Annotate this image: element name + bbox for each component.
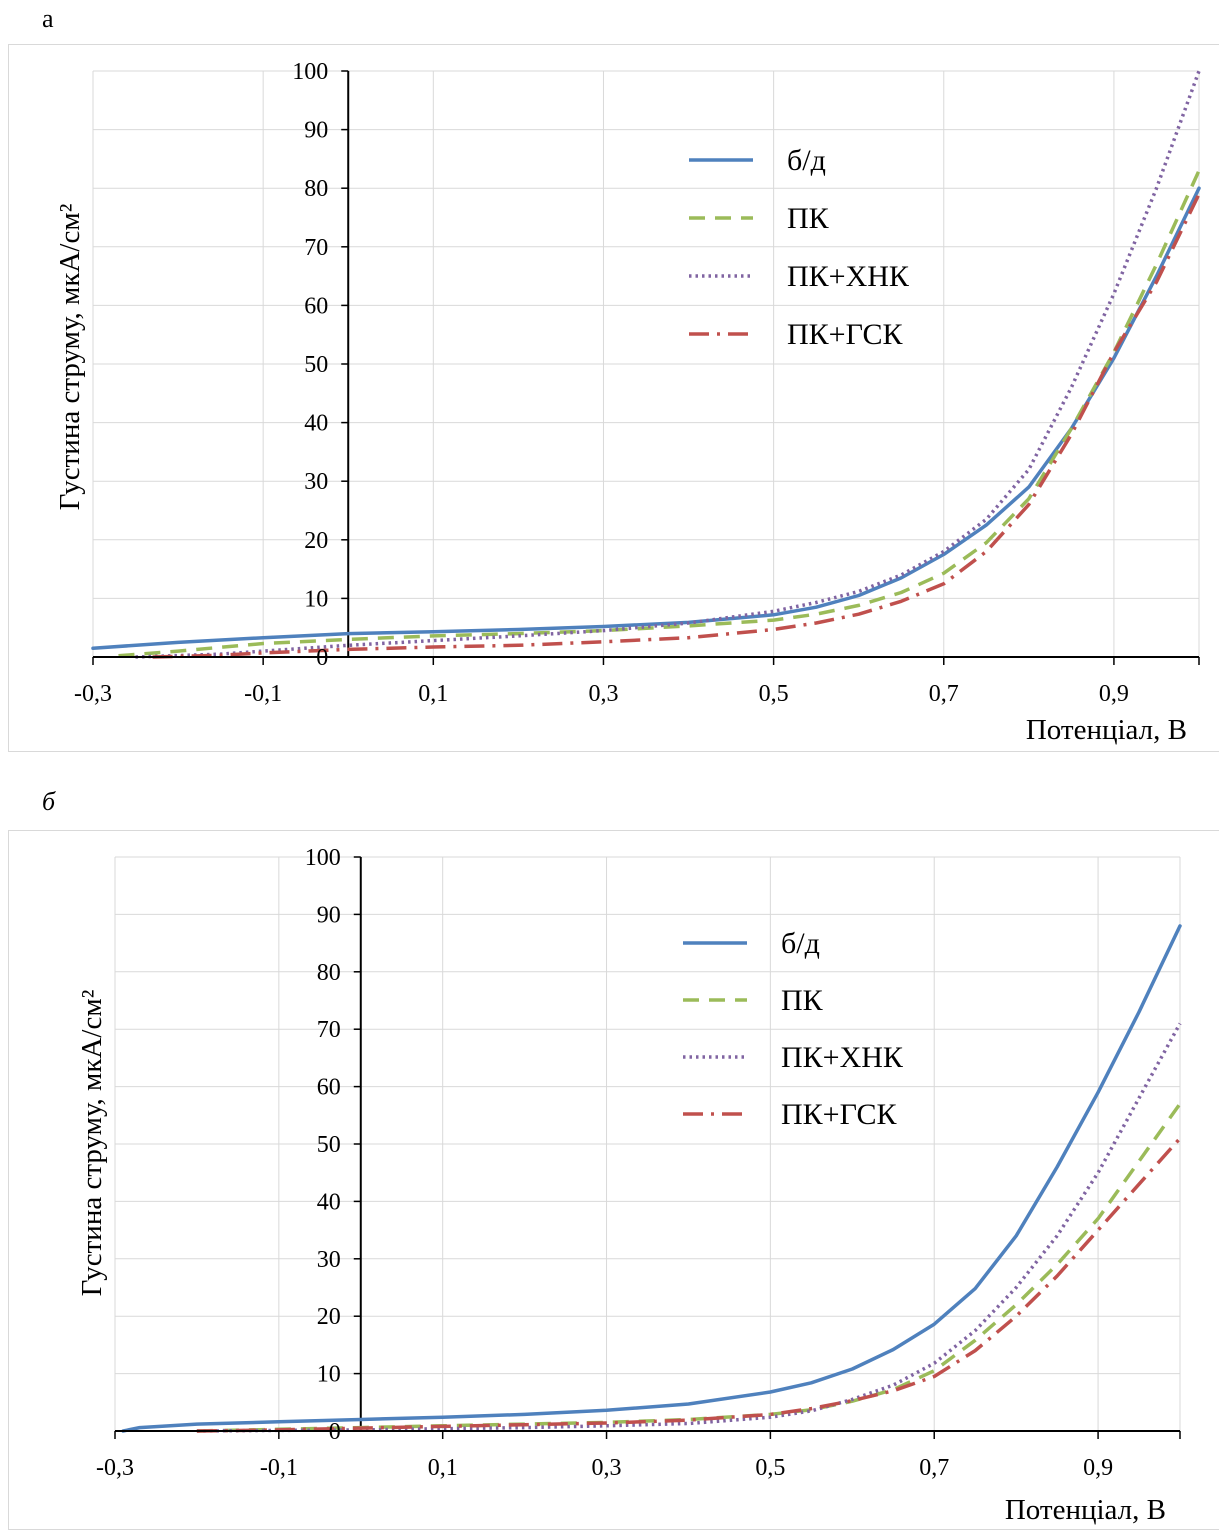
chart-a-legend-label: ПК xyxy=(787,202,830,235)
chart-b-y-tick-label: 70 xyxy=(317,1017,341,1043)
chart-b-y-tick-label: 50 xyxy=(317,1132,341,1158)
chart-b-legend-label: ПК+ХНК xyxy=(781,1041,904,1074)
chart-b-legend-label: б/д xyxy=(781,927,820,960)
chart-b-y-tick-label: 0 xyxy=(329,1419,341,1445)
chart-b-legend-label: ПК xyxy=(781,984,824,1017)
chart-b-y-axis-title: Густина струму, мкА/см² xyxy=(76,989,108,1296)
chart-b-x-tick-label: -0,3 xyxy=(96,1455,134,1481)
chart-a-x-tick-label: 0,9 xyxy=(1099,681,1129,707)
chart-a-x-tick-label: 0,5 xyxy=(759,681,789,707)
chart-b-x-tick-label: -0,1 xyxy=(260,1455,298,1481)
panel-label-a: а xyxy=(42,4,54,33)
chart-a-y-axis-title: Густина струму, мкА/см² xyxy=(54,203,86,510)
chart-a-x-tick-label: -0,3 xyxy=(74,681,112,707)
chart-a-x-tick-label: -0,1 xyxy=(244,681,282,707)
chart-b-y-tick-label: 100 xyxy=(305,845,341,871)
chart-a-y-tick-label: 70 xyxy=(304,235,328,261)
chart-b-x-tick-label: 0,9 xyxy=(1083,1455,1113,1481)
chart-a-y-tick-label: 90 xyxy=(304,118,328,144)
chart-a-legend: б/д ПК ПК+ХНК ПК+ГСК xyxy=(689,144,910,351)
chart-a-y-tick-label: 100 xyxy=(292,59,328,85)
chart-b-frame: 0 10 20 30 40 50 60 70 80 90 100 -0,3 -0,1 0,1 0,3 0,5 0… xyxy=(8,830,1219,1530)
chart-a-legend-label: ПК+ХНК xyxy=(787,260,910,293)
chart-b-y-tick-label: 20 xyxy=(317,1304,341,1330)
chart-a-frame: 0 10 20 30 40 50 60 70 80 90 100 -0,3 -0,1 0,1 0,3 0,5 0… xyxy=(8,44,1219,752)
chart-a-y-tick-label: 30 xyxy=(304,469,328,495)
chart-b-series-line-pk-gsk xyxy=(196,1137,1182,1433)
chart-a-y-tick-label: 20 xyxy=(304,528,328,554)
chart-b-y-tick-label: 90 xyxy=(317,902,341,928)
chart-a-series-line-pk-hnk xyxy=(135,70,1201,659)
chart-b-legend: б/д ПК ПК+ХНК ПК+ГСК xyxy=(683,927,904,1131)
chart-a-legend-label: б/д xyxy=(787,144,826,177)
chart-a-y-tick-label: 0 xyxy=(316,645,328,671)
chart-a: 0 10 20 30 40 50 60 70 80 90 100 -0,3 -0,1 0,1 0,3 0,5 0… xyxy=(54,59,1201,746)
chart-b-y-tick-label: 80 xyxy=(317,960,341,986)
chart-b-series-line-pk-hnk xyxy=(196,1022,1182,1433)
chart-b-x-tick-label: 0,3 xyxy=(592,1455,622,1481)
chart-b-x-tick-label: 0,7 xyxy=(919,1455,949,1481)
chart-a-x-tick-label: 0,7 xyxy=(929,681,959,707)
chart-a-x-tick-label: 0,1 xyxy=(418,681,448,707)
chart-b-x-axis-title: Потенціал, В xyxy=(1005,1494,1166,1526)
chart-b-y-tick-label: 10 xyxy=(317,1362,341,1388)
chart-b-x-tick-label: 0,5 xyxy=(755,1455,785,1481)
chart-a-y-tick-label: 40 xyxy=(304,411,328,437)
chart-b-series-line-bd xyxy=(121,924,1182,1433)
chart-b-x-tick-label: 0,1 xyxy=(428,1455,458,1481)
chart-a-y-tick-label: 60 xyxy=(304,293,328,319)
chart-b-y-tick-label: 60 xyxy=(317,1075,341,1101)
chart-a-series-line-pk-gsk xyxy=(152,193,1201,659)
chart-b: 0 10 20 30 40 50 60 70 80 90 100 -0,3 -0,1 0,1 0,3 0,5 0… xyxy=(76,845,1182,1526)
chart-a-legend-label: ПК+ГСК xyxy=(787,318,904,351)
chart-a-y-tick-label: 10 xyxy=(304,586,328,612)
chart-b-legend-label: ПК+ГСК xyxy=(781,1098,898,1131)
chart-a-series-line-pk xyxy=(118,169,1201,658)
chart-a-y-tick-label: 50 xyxy=(304,352,328,378)
chart-b-y-tick-label: 30 xyxy=(317,1247,341,1273)
chart-a-x-tick-label: 0,3 xyxy=(588,681,618,707)
chart-a-y-tick-label: 80 xyxy=(304,176,328,202)
chart-a-x-axis-title: Потенціал, В xyxy=(1026,714,1187,746)
chart-a-series-line-bd xyxy=(91,186,1201,650)
chart-b-y-tick-label: 40 xyxy=(317,1189,341,1215)
panel-label-b: б xyxy=(42,787,56,816)
